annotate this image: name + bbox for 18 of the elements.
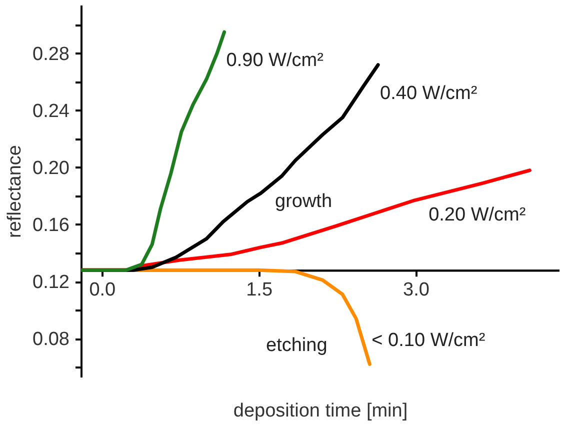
y-axis-title: reflectance (4, 145, 26, 238)
y-tick-label: 0.20 (32, 158, 70, 179)
x-tick-label: 3.0 (402, 280, 430, 301)
y-tick-label: 0.08 (32, 329, 70, 350)
series-label: 0.40 W/cm² (380, 82, 478, 104)
y-tick-label: 0.12 (32, 272, 70, 294)
series-label: 0.20 W/cm² (428, 204, 526, 226)
x-axis-title: deposition time [min] (233, 400, 408, 422)
series-label: 0.90 W/cm² (226, 50, 324, 72)
y-tick-label: 0.16 (32, 214, 70, 236)
annotation: etching (266, 335, 328, 356)
annotation: growth (275, 191, 332, 212)
line-series (81, 30, 226, 272)
y-tick-label: 0.28 (32, 44, 70, 65)
series-label: < 0.10 W/cm² (372, 330, 486, 352)
y-tick-label: 0.24 (32, 100, 70, 122)
x-tick-label: 1.5 (246, 280, 273, 301)
x-tick-label: 0.0 (89, 280, 116, 301)
